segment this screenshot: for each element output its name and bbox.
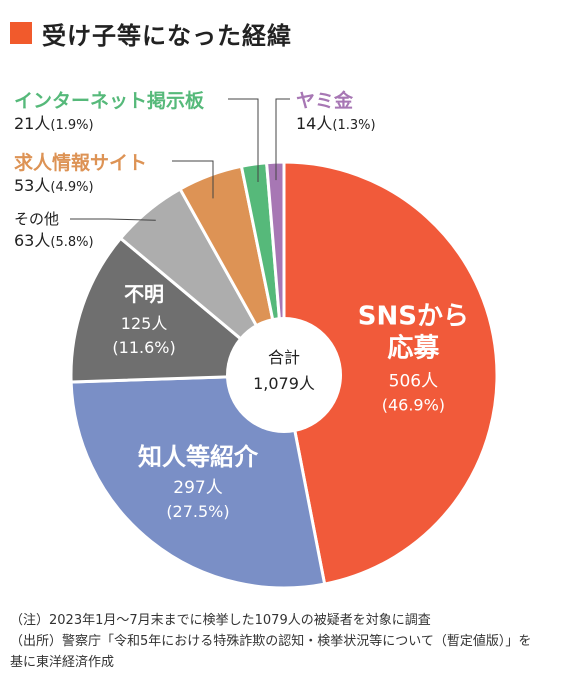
label-acquaintance-count: 297人 — [173, 478, 222, 498]
footnote-source: （出所）警察庁「令和5年における特殊詐欺の認知・検挙状況等について（暫定値版）」… — [10, 634, 532, 649]
label-sns-name2: 応募 — [387, 333, 440, 364]
donut-hole — [226, 317, 342, 433]
footnote-source-cont: 基に東洋経済作成 — [10, 655, 115, 670]
pie-slice-sns — [282, 160, 499, 586]
label-job-site-name: 求人情報サイト — [14, 151, 147, 174]
label-other-name: その他 — [14, 210, 59, 228]
label-acquaintance-name: 知人等紹介 — [138, 443, 259, 471]
label-other-count: 63人(5.8%) — [14, 231, 94, 250]
leader-lines-group — [70, 98, 290, 221]
label-loan-shark-count: 14人(1.3%) — [296, 114, 376, 133]
label-bbs-name: インターネット掲示板 — [14, 89, 205, 112]
leader-loan-shark — [275, 98, 290, 181]
label-sns-count: 506人 — [389, 372, 438, 392]
label-sns-name: SNSから — [358, 302, 469, 332]
center-label-total: 1,079人 — [253, 374, 315, 393]
label-job-site-count: 53人(4.9%) — [14, 176, 94, 195]
footnotes: （注）2023年1月～7月末までに検挙した1079人の被疑者を対象に調査 （出所… — [10, 610, 565, 673]
footnote-note: （注）2023年1月～7月末までに検挙した1079人の被疑者を対象に調査 — [10, 613, 431, 628]
leader-other — [70, 218, 156, 221]
label-loan-shark-name: ヤミ金 — [296, 89, 354, 112]
pie-slice-unknown — [69, 236, 288, 384]
label-bbs-count: 21人(1.9%) — [14, 114, 94, 133]
title-marker — [10, 22, 32, 44]
leader-job-site — [172, 160, 214, 199]
chart-title: 受け子等になった経緯 — [42, 21, 292, 50]
label-acquaintance-pct: (27.5%) — [166, 502, 229, 521]
title-row: 受け子等になった経緯 — [10, 16, 292, 50]
label-unknown-pct: (11.6%) — [112, 338, 175, 357]
label-unknown-count: 125人 — [121, 314, 168, 333]
leader-bbs — [228, 98, 259, 183]
label-unknown-name: 不明 — [124, 282, 164, 306]
slices-group — [69, 160, 499, 590]
center-label-title: 合計 — [268, 348, 300, 367]
label-sns-pct: (46.9%) — [382, 396, 445, 415]
